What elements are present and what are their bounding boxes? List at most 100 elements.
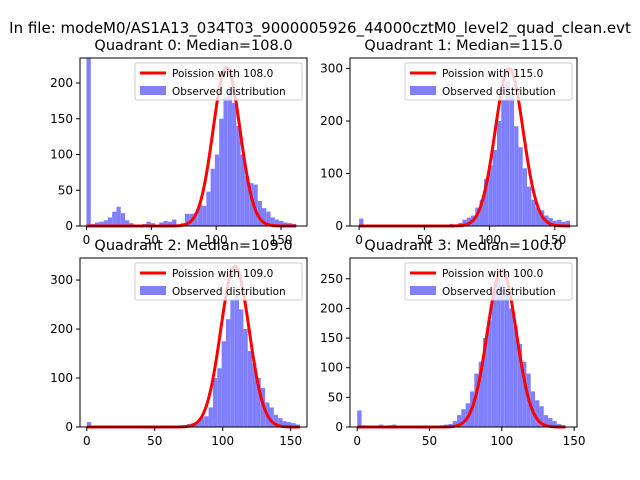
quadrant-3-hist-bar [483,338,488,427]
quadrant-2-hist-bar [286,422,292,427]
quadrant-3-hist-bar [491,290,497,427]
quadrant-0-frame [79,57,308,227]
quadrant-3-hist-bar [496,278,501,427]
quadrant-0-hist-bar [163,221,168,226]
quadrant-0-hist-bar [279,221,284,226]
quadrant-3-axes: 0 50 100 150 0 50 100 150 200 250 Quadrant 3: Medi… [320,238,585,448]
quadrant-0-hist-bar [257,200,262,226]
quadrant-0-hist-bar [95,222,100,226]
quadrant-1-xtick-label: 0 [355,233,363,247]
quadrant-1-ytick-label: 200 [320,114,343,128]
quadrant-2-hist-bar [247,351,253,427]
quadrant-3-title: Quadrant 3: Median=100.0 [364,238,562,254]
quadrant-0-hist-bar [236,125,241,226]
quadrant-1-frame [349,57,578,227]
quadrant-0-hist-bar [99,221,104,226]
quadrant-1-legend-bar-swatch [410,86,436,95]
quadrant-3-hist-bar [504,290,510,427]
quadrant-0-hist-bar [261,208,267,226]
figure-suptitle: In file: modeM0/AS1A13_034T03_9000005926… [9,19,631,38]
quadrant-3-hist-bar [535,400,540,427]
quadrant-3-hist-bar [456,415,462,427]
quadrant-0-hist-bar [184,213,190,226]
quadrant-1-hist-bar [479,199,484,226]
quadrant-2-frame [79,257,308,428]
quadrant-0-hist-bar [146,221,151,226]
quadrant-0-hist-bar [249,183,254,226]
quadrant-1-hist-bar [462,219,467,226]
quadrant-3-hist-bar [478,361,484,427]
quadrant-1-xtick-label: 100 [478,233,501,247]
quadrant-3-hist-bar [517,343,523,427]
quadrant-3-xtick-label: 50 [422,434,437,448]
quadrant-1-title: Quadrant 1: Median=115.0 [364,38,562,54]
quadrant-0-hist-bar [159,222,164,226]
quadrant-0-legend-line-label: Poission with 108.0 [172,68,273,80]
quadrant-1-hist-bar [501,100,506,226]
quadrant-0-hist-bar [223,97,228,226]
quadrant-0-legend-bar-swatch [140,86,166,95]
quadrant-3-xtick-label: 100 [490,434,513,448]
quadrant-3-ytick-label: 150 [320,331,343,345]
quadrant-0-hist-bar [112,211,117,226]
quadrant-1-hist-bar [514,126,519,226]
quadrant-1-ytick-label: 300 [320,62,343,76]
quadrant-0-hist-bar [167,221,173,226]
quadrant-2-hist-bar [86,422,92,427]
quadrant-0-hist-bar [219,118,224,226]
quadrant-2-hist-bar [204,416,209,427]
quadrant-3-hist-bar [513,326,518,427]
quadrant-1-hist-bar [505,81,510,227]
quadrant-0-xtick-label: 100 [205,233,228,247]
quadrant-2-hist-bar [278,418,283,427]
quadrant-0-ytick-label: 0 [65,219,73,233]
quadrant-3-hist-bar [461,409,466,427]
quadrant-3-ytick-label: 0 [335,420,343,434]
quadrant-0-hist-bar [283,222,288,226]
quadrant-2-legend-line-label: Poission with 109.0 [172,268,273,280]
quadrant-2-hist-bar [195,421,200,427]
quadrant-2-hist-bar [252,363,257,427]
quadrant-1-hist-bar [359,218,364,226]
quadrant-0-hist-bar [210,168,215,226]
quadrant-0-xtick-label: 150 [270,233,293,247]
quadrant-1-legend [404,62,573,101]
quadrant-0-hist-bar [125,220,130,226]
quadrant-1-xtick-label: 50 [417,233,432,247]
quadrant-0-ytick-label: 150 [50,112,73,126]
quadrant-2-legend-bar-swatch [140,286,166,295]
quadrant-0-hist-bar [86,58,91,226]
quadrant-2-ytick-label: 100 [50,371,73,385]
quadrant-0-legend [134,62,303,101]
quadrant-3-ytick-label: 200 [320,301,343,315]
quadrant-0-legend-bar-label: Observed distribution [172,86,286,98]
quadrant-2-ytick-label: 0 [65,420,73,434]
quadrant-1-hist-bar [557,219,562,226]
quadrant-0-hist-bar [107,217,113,226]
quadrant-0-hist-bar [202,205,207,226]
quadrant-0-hist-bar [103,220,108,226]
quadrant-1-xtick-label: 150 [543,233,566,247]
quadrant-3-hist-bar [487,320,492,427]
quadrant-0-hist-bar [197,204,203,226]
quadrant-1-legend-bar-label: Observed distribution [442,86,556,98]
quadrant-0-axes: 0 50 100 150 0 50 100 150 200 Quadrant 0: Median=… [50,38,308,247]
quadrant-3-legend [404,262,573,301]
quadrant-2-xtick-label: 50 [147,434,162,448]
quadrant-2-legend [134,262,303,301]
quadrant-3-xtick-label: 150 [563,434,586,448]
quadrant-3-hist-bar [474,373,479,427]
quadrant-1-hist-bar [552,220,558,226]
quadrant-1-hist-bar [561,221,566,226]
quadrant-3-xtick-label: 0 [353,434,361,448]
quadrant-2-hist-bar [273,414,279,427]
quadrant-0-ytick-label: 50 [58,183,73,197]
quadrant-3-hist-bar [452,421,457,427]
quadrant-3-hist-bar [500,284,505,427]
quadrant-0-ytick-label: 200 [50,76,73,90]
quadrant-3-ytick-label: 100 [320,361,343,375]
quadrant-2-hist-bar [208,407,213,427]
quadrant-2-hist-bar [230,299,235,427]
quadrant-1-hist-bar [535,207,540,227]
